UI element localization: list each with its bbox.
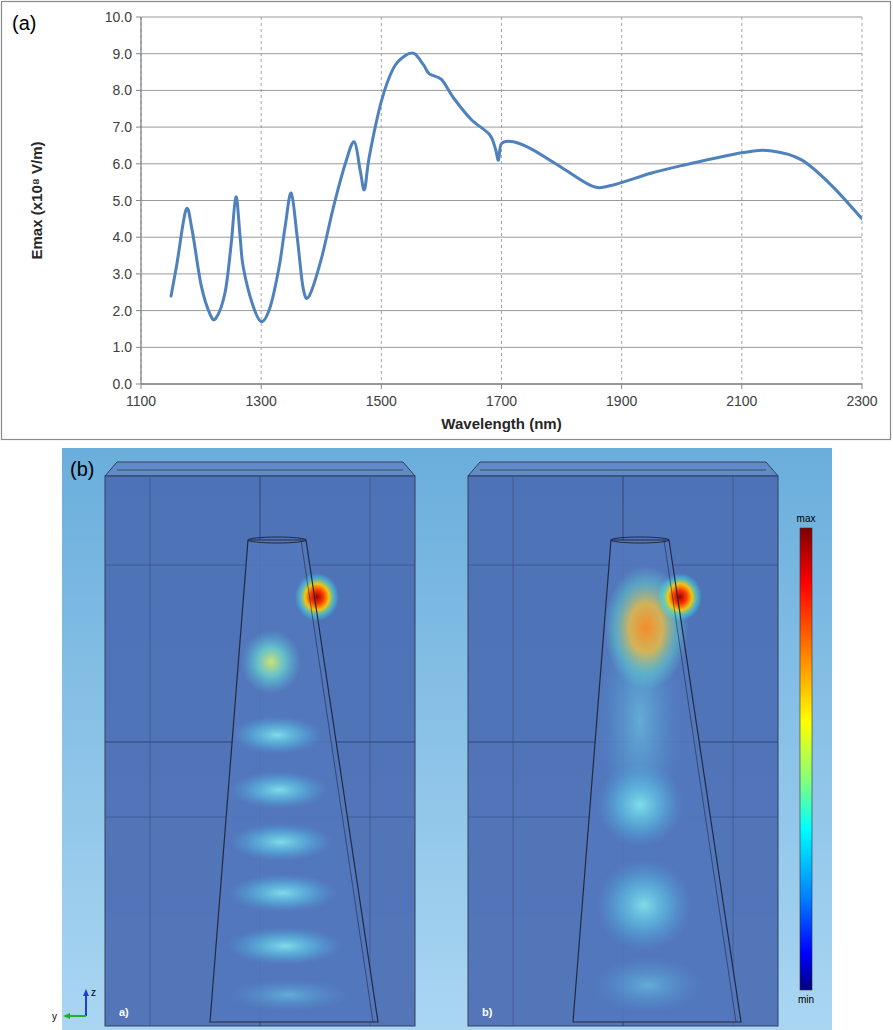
y-grid-line xyxy=(141,310,862,311)
y-tick xyxy=(136,90,141,91)
field-blob xyxy=(229,823,333,861)
x-tick xyxy=(381,384,382,389)
triad-label: y xyxy=(52,1011,57,1022)
x-tick xyxy=(141,384,142,389)
y-tick xyxy=(136,384,141,385)
y-grid-line xyxy=(141,17,862,18)
y-tick xyxy=(136,17,141,18)
grid xyxy=(141,17,862,384)
x-tick-label: 2300 xyxy=(846,393,877,409)
panel-label: (a) xyxy=(12,12,36,34)
box-edge xyxy=(117,470,403,471)
field-blob xyxy=(230,771,328,809)
x-tick-label: 1700 xyxy=(486,393,517,409)
field-blob xyxy=(596,763,684,847)
x-tick-label: 1300 xyxy=(246,393,277,409)
panel-label: (b) xyxy=(70,458,94,480)
y-tick-label: 1.0 xyxy=(113,339,133,355)
field-blob xyxy=(241,630,301,694)
simulation-view: a) xyxy=(105,462,415,1026)
triad-arrow xyxy=(63,1013,70,1019)
y-tick-label: 9.0 xyxy=(113,46,133,62)
colorbar xyxy=(800,528,812,990)
box xyxy=(105,476,415,1026)
box-top xyxy=(468,462,778,476)
y-tick-label: 7.0 xyxy=(113,119,133,135)
triad-label: z xyxy=(91,987,96,998)
y-tick-label: 10.0 xyxy=(105,9,132,25)
x-axis-title: Wavelength (nm) xyxy=(441,415,561,432)
y-tick xyxy=(136,273,141,274)
triad-z xyxy=(85,994,87,1016)
cone-top xyxy=(248,537,306,543)
y-tick-label: 0.0 xyxy=(113,376,133,392)
field-blob xyxy=(229,979,349,1011)
y-grid-line xyxy=(141,53,862,54)
y-tick-label: 6.0 xyxy=(113,156,133,172)
y-tick-label: 5.0 xyxy=(113,193,133,209)
box-line xyxy=(150,476,151,1026)
y-tick xyxy=(136,310,141,311)
y-grid-line xyxy=(141,237,862,238)
x-tick xyxy=(621,384,622,389)
cone-edge xyxy=(664,540,736,1022)
x-tick-label: 1900 xyxy=(606,393,637,409)
cone xyxy=(210,540,378,1022)
y-tick xyxy=(136,53,141,54)
x-tick xyxy=(741,384,742,389)
y-tick xyxy=(136,163,141,164)
field-blob xyxy=(596,859,692,951)
y-grid-line xyxy=(141,273,862,274)
subpanel-label: a) xyxy=(119,1006,129,1018)
box-edge xyxy=(480,470,766,471)
x-tick xyxy=(862,384,863,389)
box-top xyxy=(105,462,415,476)
y-tick xyxy=(136,237,141,238)
y-tick-label: 8.0 xyxy=(113,82,133,98)
field-blob xyxy=(228,874,338,912)
y-tick-label: 3.0 xyxy=(113,266,133,282)
y-tick xyxy=(136,200,141,201)
y-grid-line xyxy=(141,127,862,128)
subpanel-label: b) xyxy=(482,1006,493,1018)
panel-frame xyxy=(2,2,891,440)
colorbar-max-label: max xyxy=(797,513,816,524)
colorbar-min-label: min xyxy=(798,994,814,1005)
x-tick-label: 1500 xyxy=(366,393,397,409)
x-tick-label: 2100 xyxy=(726,393,757,409)
triad-arrow xyxy=(83,989,89,996)
box-line xyxy=(513,476,514,1026)
y-tick-label: 2.0 xyxy=(113,303,133,319)
y-axis-title: Emax (x10⁸ V/m) xyxy=(28,142,45,260)
y-grid-line xyxy=(141,200,862,201)
y-tick xyxy=(136,127,141,128)
y-grid-line xyxy=(141,163,862,164)
data-line xyxy=(171,53,862,322)
figure: (a) 1100 1300 1500 1700 1900 2100 2300 0.0 1.0 2.0… xyxy=(0,0,893,1030)
panel-b-background xyxy=(62,448,832,1030)
plot-data xyxy=(171,53,862,322)
box-line xyxy=(733,476,734,1026)
panel-b: (b) a) b) max min z y xyxy=(52,448,832,1030)
y-grid-line xyxy=(141,90,862,91)
field-blob xyxy=(227,927,343,965)
x-tick xyxy=(261,384,262,389)
cone-outline xyxy=(210,540,378,1022)
cone-outline xyxy=(573,540,741,1022)
cone-edge xyxy=(301,540,373,1022)
box xyxy=(468,476,778,1026)
triad-y xyxy=(68,1015,86,1017)
field-blob xyxy=(231,716,323,754)
x-tick xyxy=(501,384,502,389)
cone xyxy=(573,540,741,1022)
box-line xyxy=(370,476,371,1026)
x-tick-label: 1100 xyxy=(126,393,156,409)
field-blob xyxy=(593,957,703,1013)
cone-top xyxy=(611,537,669,543)
simulation-view: b) xyxy=(468,462,778,1026)
y-tick-label: 4.0 xyxy=(113,229,133,245)
y-grid-line xyxy=(141,347,862,348)
y-tick xyxy=(136,347,141,348)
